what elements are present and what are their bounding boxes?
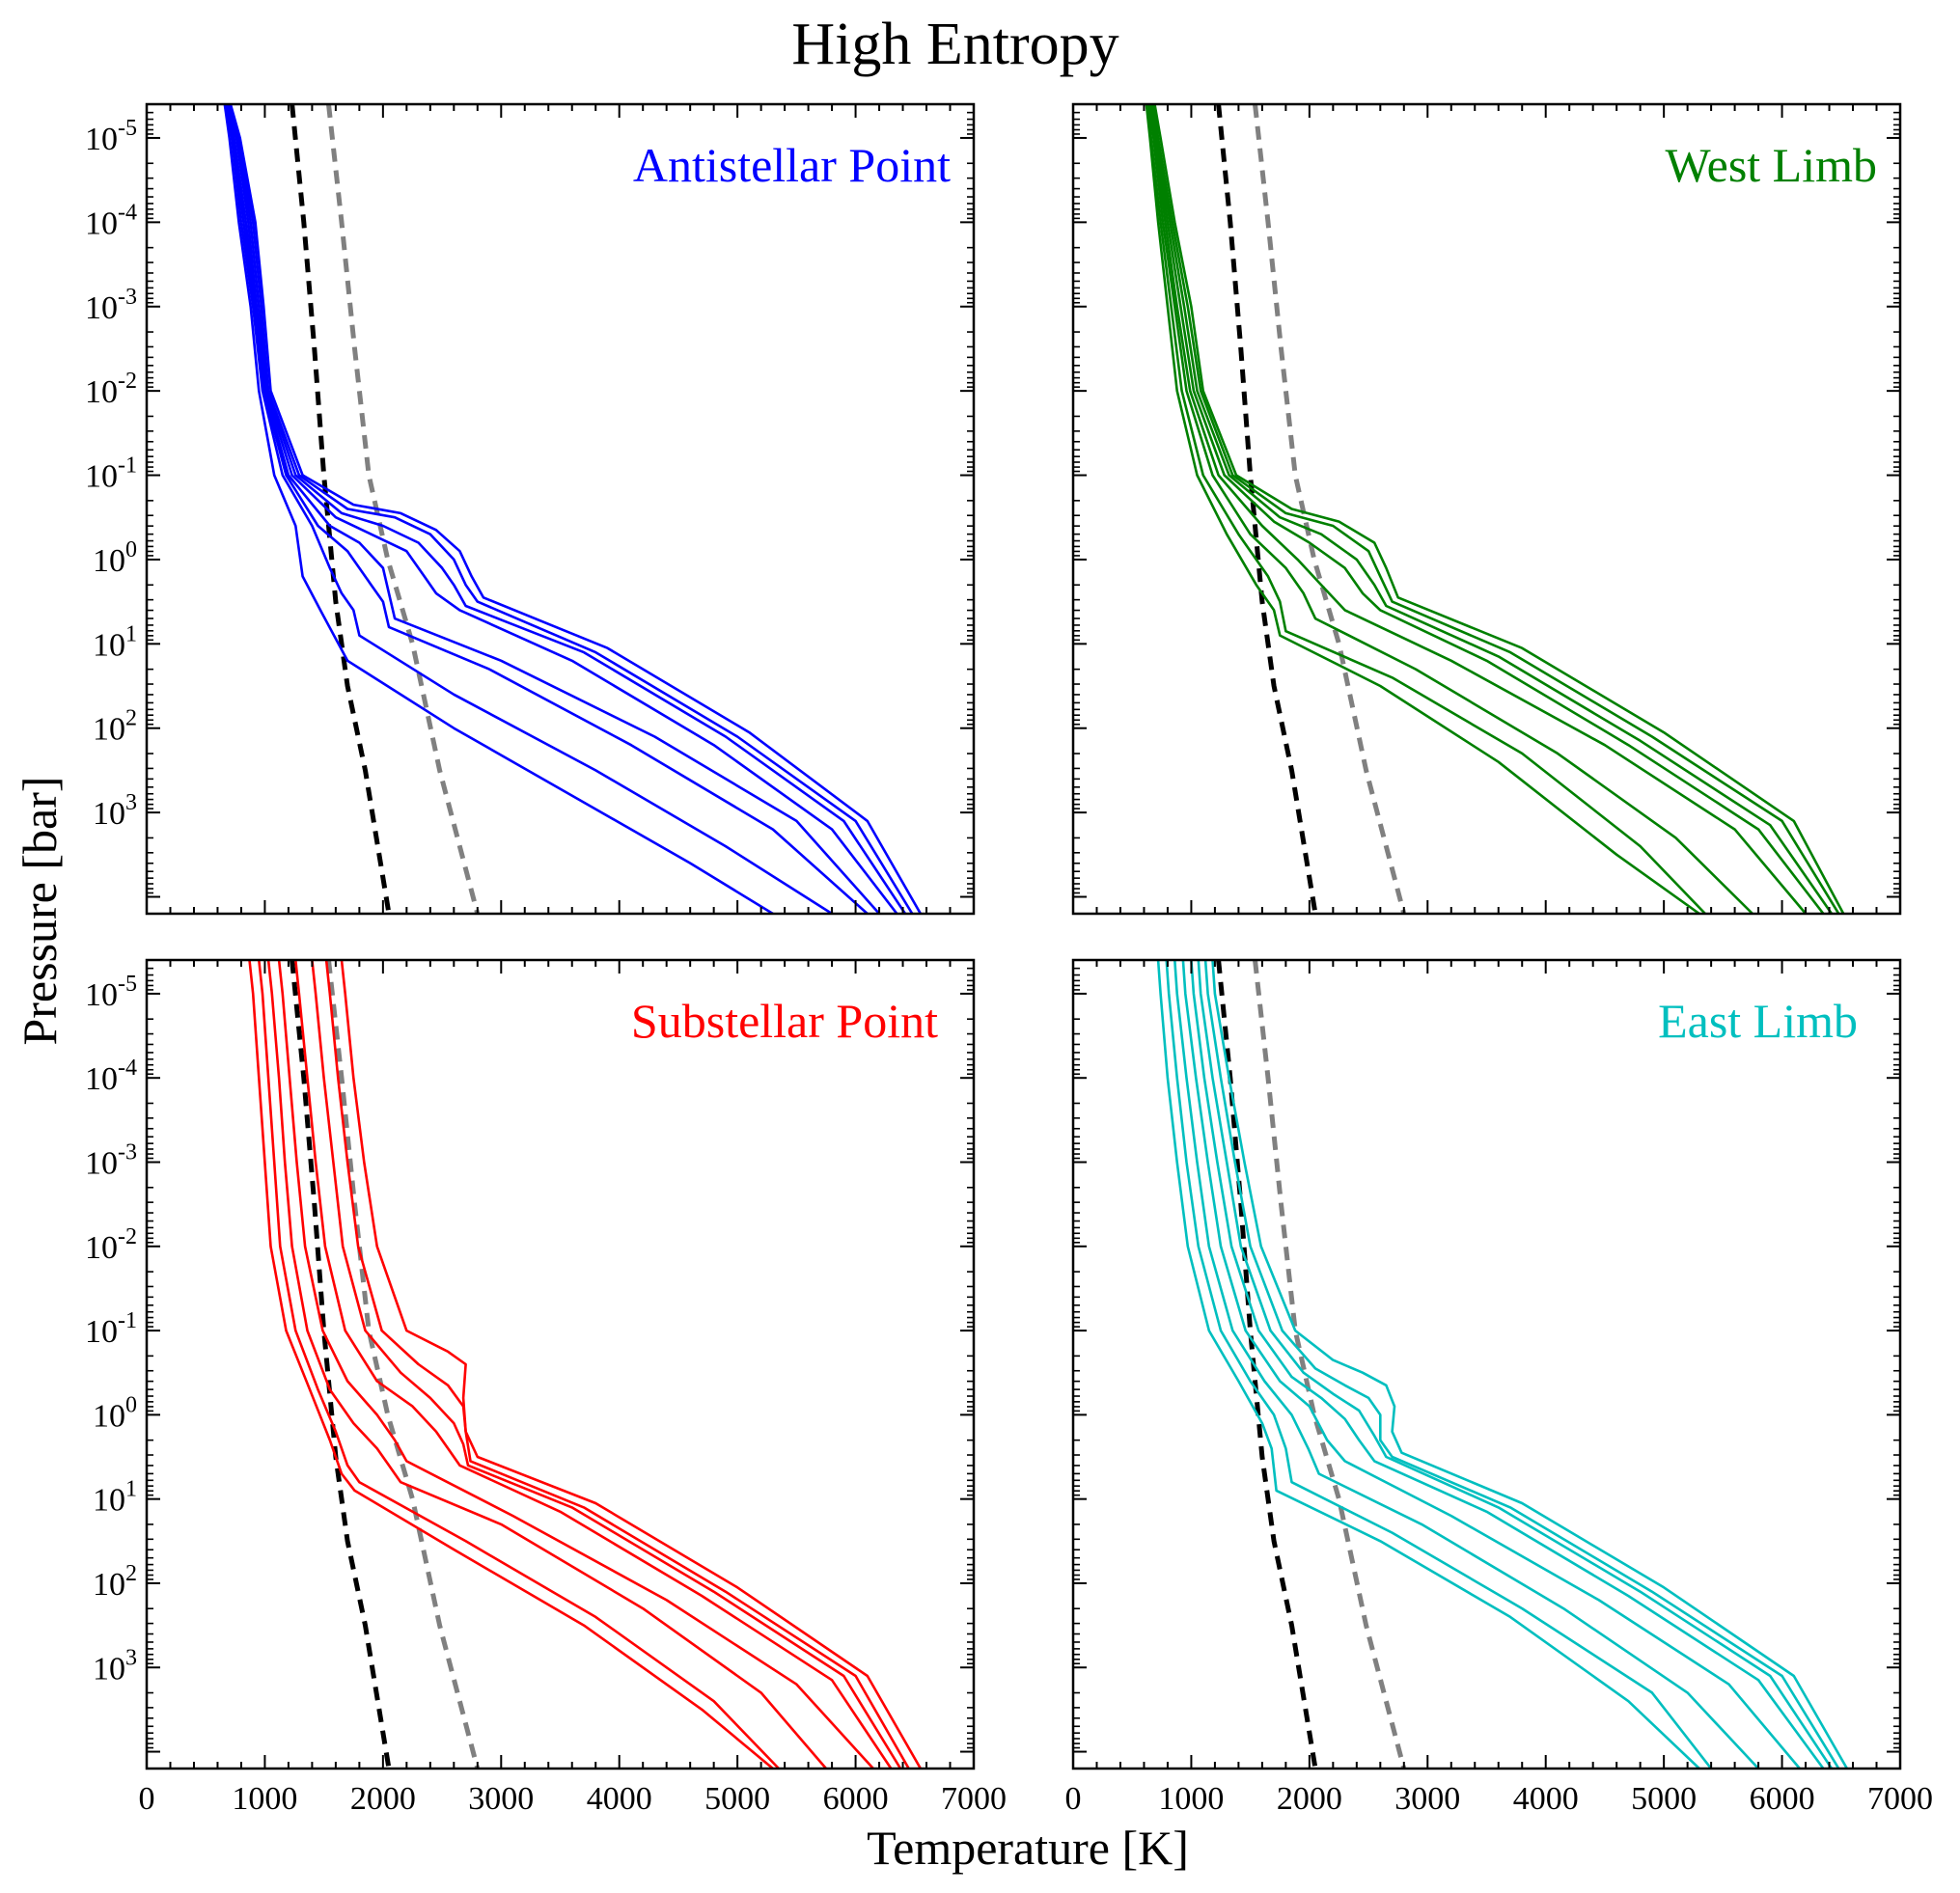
- series-line-substellar-profile-3: [266, 960, 827, 1769]
- series-line-substellar-profile-8: [340, 960, 923, 1769]
- y-tick-label: 10-1: [85, 1308, 137, 1350]
- y-tick-label: 101: [93, 1477, 137, 1519]
- y-tick-label: 10-4: [85, 1056, 137, 1097]
- reference-curve-dashed-black: [290, 104, 392, 914]
- x-tick-label: 7000: [1867, 1781, 1933, 1817]
- series-line-west-profile-1: [1145, 104, 1700, 914]
- series-line-west-profile-2: [1146, 104, 1706, 914]
- x-tick-label: 6000: [1750, 1781, 1815, 1817]
- series-line-west-profile-6: [1150, 104, 1834, 914]
- panel-label-substellar: Substellar Point: [631, 994, 938, 1048]
- series-line-east-profile-6: [1197, 960, 1834, 1769]
- reference-curve-dashed-gray: [1253, 960, 1407, 1769]
- series-line-east-profile-5: [1190, 960, 1825, 1769]
- reference-curve-dashed-gray: [326, 960, 481, 1769]
- series-line-substellar-profile-4: [277, 960, 874, 1769]
- panel-label-west: West Limb: [1665, 138, 1877, 192]
- x-tick-label: 2000: [350, 1781, 416, 1817]
- ticks-substellar: [146, 959, 975, 1769]
- x-axis-label: Temperature [K]: [867, 1821, 1189, 1875]
- x-tick-label: 1000: [232, 1781, 297, 1817]
- x-tick-label: 3000: [468, 1781, 534, 1817]
- series-line-antistellar-profile-4: [227, 104, 881, 914]
- series-line-west-profile-7: [1152, 104, 1840, 914]
- x-tick-label: 1000: [1158, 1781, 1224, 1817]
- y-tick-label: 10-5: [85, 116, 137, 157]
- reference-curve-dashed-gray: [1253, 104, 1407, 914]
- series-line-substellar-profile-2: [258, 960, 780, 1769]
- y-tick-label: 10-4: [85, 200, 137, 241]
- y-tick-label: 10-5: [85, 972, 137, 1013]
- y-tick-label: 101: [93, 621, 137, 663]
- series-line-antistellar-profile-2: [224, 104, 833, 914]
- panel-west: West Limb: [1071, 102, 1902, 916]
- x-tick-label: 4000: [1513, 1781, 1579, 1817]
- x-tick-label: 7000: [941, 1781, 1007, 1817]
- y-axis-label: Pressure [bar]: [13, 776, 67, 1045]
- series-line-substellar-profile-6: [311, 960, 902, 1769]
- series-line-west-profile-3: [1147, 104, 1753, 914]
- series-line-antistellar-profile-3: [226, 104, 869, 914]
- ticks-antistellar: [146, 103, 975, 914]
- x-tick-label: 0: [139, 1781, 155, 1817]
- series-line-west-profile-4: [1148, 104, 1808, 914]
- reference-curve-dashed-black: [290, 960, 392, 1769]
- y-tick-label: 100: [93, 537, 137, 579]
- reference-curve-dashed-black: [1216, 104, 1318, 914]
- series-line-east-profile-7: [1203, 960, 1840, 1769]
- series-line-antistellar-profile-6: [228, 104, 907, 914]
- x-tick-label: 0: [1065, 1781, 1082, 1817]
- x-tick-label: 2000: [1277, 1781, 1342, 1817]
- x-tick-label: 4000: [587, 1781, 652, 1817]
- y-tick-label: 103: [93, 790, 137, 832]
- series-line-west-profile-8: [1153, 104, 1845, 914]
- reference-curve-dashed-gray: [326, 104, 481, 914]
- y-tick-label: 10-2: [85, 1224, 137, 1266]
- series-line-east-profile-2: [1165, 960, 1713, 1769]
- series-line-east-profile-8: [1211, 960, 1849, 1769]
- y-tick-label: 102: [93, 706, 137, 748]
- y-tick-label: 10-2: [85, 369, 137, 410]
- series-line-antistellar-profile-5: [227, 104, 898, 914]
- panel-antistellar: Antistellar Point 10-5 10-4 10-3 10-2 10-1 10…: [85, 102, 976, 916]
- panel-substellar: Substellar Point 0 1000 2000 3000 4000 5000 60…: [85, 958, 1007, 1817]
- y-tick-label: 10-3: [85, 285, 137, 326]
- x-tick-label: 5000: [1631, 1781, 1697, 1817]
- panel-label-antistellar: Antistellar Point: [633, 138, 951, 192]
- panel-label-east: East Limb: [1658, 994, 1858, 1048]
- series-line-east-profile-4: [1181, 960, 1801, 1769]
- y-tick-label: 100: [93, 1392, 137, 1434]
- y-tick-label: 103: [93, 1645, 137, 1687]
- ticks-west: [1072, 103, 1901, 914]
- ticks-east: [1072, 959, 1901, 1769]
- series-line-antistellar-profile-8: [229, 104, 923, 914]
- x-tick-label: 6000: [823, 1781, 889, 1817]
- y-tick-label: 102: [93, 1561, 137, 1603]
- series-line-antistellar-profile-1: [223, 104, 774, 914]
- series-line-west-profile-5: [1149, 104, 1825, 914]
- series-line-antistellar-profile-7: [228, 104, 914, 914]
- panel-east: East Limb 0 1000 2000 3000 4000 5000 6000 7000: [1065, 958, 1933, 1817]
- series-line-substellar-profile-5: [294, 960, 893, 1769]
- y-tick-label: 10-1: [85, 453, 137, 495]
- x-tick-label: 3000: [1394, 1781, 1460, 1817]
- series-line-east-profile-1: [1156, 960, 1700, 1769]
- series-line-substellar-profile-1: [248, 960, 774, 1769]
- series-line-substellar-profile-7: [324, 960, 910, 1769]
- x-tick-label: 5000: [704, 1781, 770, 1817]
- y-tick-label: 10-3: [85, 1140, 137, 1182]
- series-line-east-profile-3: [1173, 960, 1760, 1769]
- figure-title: High Entropy: [791, 12, 1118, 77]
